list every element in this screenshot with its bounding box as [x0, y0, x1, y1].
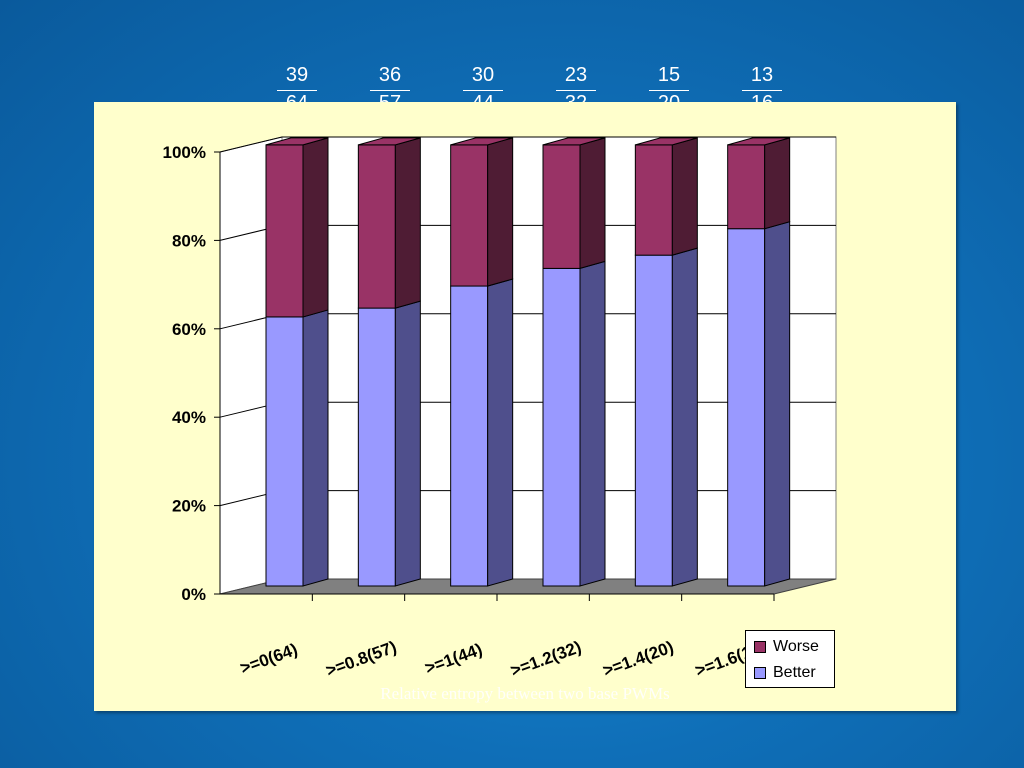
- bar-better-side: [394, 300, 421, 587]
- bar-better-side: [487, 278, 514, 587]
- y-tick-label: 60%: [172, 320, 206, 339]
- bar-worse-front: [542, 144, 581, 269]
- bar-better-front: [727, 228, 766, 587]
- y-tick-label: 40%: [172, 408, 206, 427]
- bar-worse-top: [265, 137, 329, 146]
- legend-label-better: Better: [773, 664, 816, 681]
- bar-worse-side: [671, 137, 698, 256]
- bar-worse-side: [764, 137, 791, 230]
- chart-plot: 0% 20% 40% 60% 80% 100% >=0(64) >=0.8(57) >=1(44…: [163, 136, 837, 680]
- bar-better-front: [265, 316, 304, 587]
- bar-worse-front: [727, 144, 766, 230]
- bar-worse-top: [727, 137, 790, 146]
- bar-worse-front: [450, 144, 489, 287]
- fraction-numerator: 30: [463, 63, 503, 91]
- legend-swatch-worse: [754, 640, 766, 653]
- chart-area: 0% 20% 40% 60% 80% 100% >=0(64) >=0.8(57) >=1(44…: [94, 102, 956, 711]
- fraction-numerator: 13: [742, 63, 782, 91]
- bar-worse-side: [579, 137, 606, 270]
- bar-better-front: [634, 254, 673, 587]
- legend-item-better: Better: [754, 663, 816, 683]
- fraction-numerator: 15: [649, 63, 689, 91]
- x-axis-title: Relative entropy between two base PWMs: [380, 684, 670, 703]
- bar-better-front: [450, 285, 489, 587]
- bar-worse-side: [394, 137, 421, 309]
- bar-better-side: [302, 309, 329, 587]
- legend-label-worse: Worse: [773, 638, 819, 655]
- x-tick-label: >=0(64): [238, 640, 300, 678]
- bar-worse-front: [265, 144, 304, 318]
- bar-better-side: [579, 260, 606, 587]
- gridline: [219, 136, 836, 153]
- y-tick-label: 80%: [172, 231, 206, 250]
- legend-swatch-better: [754, 666, 766, 679]
- x-tick-label: >=1.2(32): [508, 637, 584, 680]
- chart-legend: Worse Better: [745, 630, 835, 688]
- bar-worse-top: [542, 137, 606, 146]
- x-tick-label: >=1.4(20): [600, 637, 676, 680]
- bar-worse-side: [302, 137, 329, 318]
- bar-better-front: [357, 307, 396, 587]
- y-tick-label: 0%: [181, 585, 206, 604]
- x-tick-label: >=0.8(57): [323, 637, 399, 680]
- bar-worse-front: [357, 144, 396, 309]
- bar-better-side: [671, 247, 698, 587]
- bar-worse-front: [634, 144, 673, 256]
- y-tick-label: 20%: [172, 497, 206, 516]
- bar-worse-top: [635, 137, 698, 146]
- bar-better-front: [542, 267, 581, 587]
- bar-worse-side: [487, 137, 514, 287]
- fraction-numerator: 23: [556, 63, 596, 91]
- bar-worse-top: [358, 137, 421, 146]
- bar-worse-top: [450, 137, 513, 146]
- fraction-numerator: 36: [370, 63, 410, 91]
- y-tick-label: 100%: [163, 143, 206, 162]
- x-tick-label: >=1(44): [422, 640, 484, 678]
- bar-better-side: [764, 221, 791, 587]
- fraction-numerator: 39: [277, 63, 317, 91]
- legend-item-worse: Worse: [754, 637, 819, 657]
